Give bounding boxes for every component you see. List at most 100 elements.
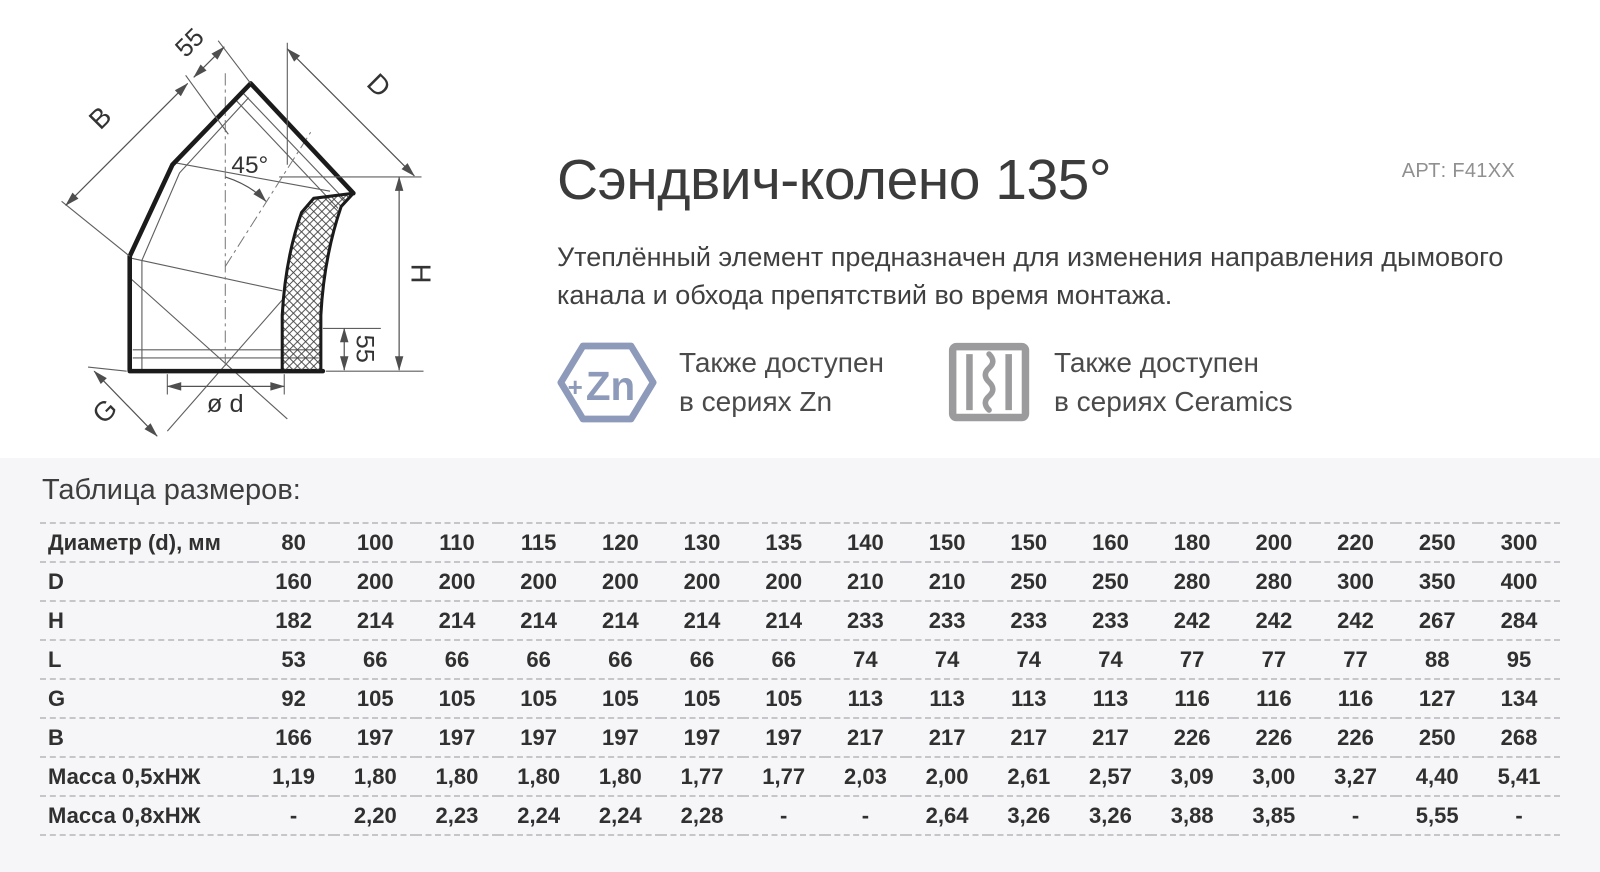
table-cell: 217 <box>847 725 884 750</box>
table-cell: 92 <box>281 686 306 711</box>
table-cell: 110 <box>439 530 475 555</box>
table-cell: 2,03 <box>843 764 887 789</box>
table-cell: 1,80 <box>353 764 397 789</box>
table-row: G 92 105 105 105 105 105 105 113 113 113 113 116 116 1… <box>40 679 1560 718</box>
table-cell: 280 <box>1255 569 1293 594</box>
table-cell: 74 <box>1098 647 1123 672</box>
table-cell: 214 <box>438 608 476 633</box>
table-cell: 242 <box>1337 608 1374 633</box>
table-cell: 197 <box>601 725 639 750</box>
table-cell: 66 <box>363 647 388 672</box>
table-cell: 130 <box>683 530 721 555</box>
row-label: H <box>48 608 64 633</box>
table-cell: 3,85 <box>1252 803 1296 828</box>
row-label: Масса 0,8хНЖ <box>48 803 201 828</box>
page-title: Сэндвич-колено 135° <box>557 148 1112 212</box>
dim-label-55-bottom: 55 <box>350 335 378 363</box>
table-cell: 280 <box>1173 569 1211 594</box>
table-cell: 3,26 <box>1007 803 1051 828</box>
angle-label: 45° <box>231 152 268 179</box>
table-cell: 214 <box>765 608 803 633</box>
insulation-hatch <box>280 191 355 373</box>
table-cell: 267 <box>1418 608 1456 633</box>
table-cell: 116 <box>1174 686 1210 711</box>
table-cell: 3,88 <box>1170 803 1214 828</box>
table-cell: 200 <box>356 569 394 594</box>
table-cell: 233 <box>847 608 884 633</box>
table-cell: 135 <box>765 530 803 555</box>
table-cell: 2,28 <box>680 803 724 828</box>
table-cell: 113 <box>1092 686 1129 711</box>
zn-label-glyph: Zn <box>586 363 635 409</box>
table-cell: 214 <box>356 608 394 633</box>
row-label: L <box>48 647 62 672</box>
table-cell: 150 <box>1010 530 1048 555</box>
row-label: B <box>48 725 64 750</box>
table-cell: 233 <box>1010 608 1048 633</box>
table-cell: 250 <box>1418 530 1456 555</box>
table-cell: 284 <box>1500 608 1538 633</box>
table-cell: 1,80 <box>598 764 642 789</box>
technical-drawing: 55 B D 45° H 55 ø d G <box>25 12 513 464</box>
dimensions-table: Диаметр (d), мм 80 100 110 115 120 130 135 140 15… <box>40 522 1560 836</box>
table-cell: - <box>1351 803 1360 828</box>
table-cell: 233 <box>928 608 966 633</box>
table-cell: 2,64 <box>925 803 969 828</box>
table-cell: 80 <box>281 530 306 555</box>
table-cell: 214 <box>601 608 639 633</box>
table-cell: 200 <box>683 569 721 594</box>
table-cell: 113 <box>929 686 965 711</box>
table-cell: 197 <box>520 725 558 750</box>
table-cell: 113 <box>847 686 884 711</box>
table-cell: 226 <box>1337 725 1374 750</box>
table-cell: 197 <box>438 725 476 750</box>
table-caption: Таблица размеров: <box>42 474 301 506</box>
table-cell: 66 <box>771 647 796 672</box>
dimension-lines <box>65 46 415 437</box>
table-cell: - <box>780 803 788 828</box>
product-description: Утеплённый элемент предназначен для изме… <box>557 241 1504 310</box>
table-cell: - <box>289 803 298 828</box>
table-cell: 200 <box>438 569 476 594</box>
product-info: Сэндвич-колено 135° АРТ: F41XX Утеплённы… <box>557 148 1515 425</box>
table-cell: 2,20 <box>353 803 397 828</box>
table-cell: 74 <box>853 647 878 672</box>
table-cell: 182 <box>275 608 312 633</box>
table-cell: 120 <box>601 530 639 555</box>
badge-text: Также доступен в сериях Zn <box>679 344 884 421</box>
table-cell: 77 <box>1179 647 1205 672</box>
table-cell: 2,57 <box>1089 764 1132 789</box>
table-cell: 214 <box>683 608 721 633</box>
table-cell: 250 <box>1092 569 1129 594</box>
table-cell: 200 <box>1255 530 1293 555</box>
table-cell: 105 <box>438 686 476 711</box>
table-cell: 77 <box>1261 647 1287 672</box>
table-cell: 150 <box>928 530 966 555</box>
table-row: Масса 0,5хНЖ 1,19 1,80 1,80 1,80 1,80 1,77 1,77… <box>40 757 1560 796</box>
table-cell: 5,55 <box>1415 803 1459 828</box>
dim-label-g: G <box>86 393 123 430</box>
table-cell: 100 <box>356 530 394 555</box>
row-label: Масса 0,5хНЖ <box>48 764 201 789</box>
table-cell: 197 <box>683 725 721 750</box>
table-cell: 214 <box>520 608 558 633</box>
table-cell: 233 <box>1092 608 1129 633</box>
badge-line: в сериях Ceramics <box>1054 385 1293 417</box>
badge-text: Также доступен в сериях Ceramics <box>1054 344 1293 421</box>
table-cell: 300 <box>1337 569 1374 594</box>
table-cell: 140 <box>847 530 884 555</box>
dim-label-b: B <box>83 100 118 135</box>
table-cell: 400 <box>1500 569 1538 594</box>
table-cell: 66 <box>608 647 633 672</box>
table-cell: 134 <box>1500 686 1538 711</box>
table-row: B 166 197 197 197 197 197 197 217 217 217 217 226 226… <box>40 718 1560 757</box>
table-cell: 268 <box>1500 725 1538 750</box>
table-cell: 166 <box>275 725 312 750</box>
table-cell: 53 <box>281 647 306 672</box>
table-cell: 226 <box>1255 725 1293 750</box>
table-row: Диаметр (d), мм 80 100 110 115 120 130 135 140 15… <box>40 523 1560 562</box>
table-cell: 3,00 <box>1252 764 1296 789</box>
table-cell: 66 <box>689 647 715 672</box>
table-cell: 5,41 <box>1497 764 1541 789</box>
